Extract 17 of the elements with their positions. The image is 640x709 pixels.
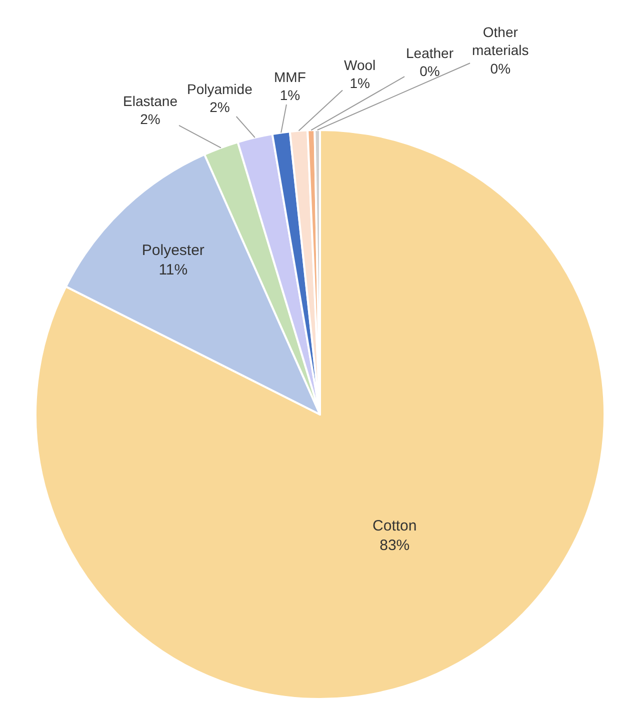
slice-label: Other materials: [472, 24, 529, 58]
data-label: 1%: [280, 87, 300, 104]
pie-slice: [34, 129, 606, 700]
slice-label: Cotton: [372, 517, 417, 534]
slice-label: Polyester: [142, 242, 204, 260]
slice-label: MMF: [274, 69, 306, 85]
data-label: 0%: [490, 60, 511, 76]
data-label: 83%: [380, 536, 410, 554]
data-label: 2%: [140, 111, 160, 128]
slice-label: Polyamide: [187, 81, 253, 97]
slice-label: Elastane: [123, 93, 178, 109]
data-label: 0%: [420, 63, 440, 80]
data-label: 2%: [210, 99, 230, 116]
slice-label: Leather: [406, 45, 454, 61]
data-label: 11%: [158, 262, 188, 279]
data-label: 1%: [350, 75, 370, 92]
slice-label: Wool: [344, 57, 376, 73]
